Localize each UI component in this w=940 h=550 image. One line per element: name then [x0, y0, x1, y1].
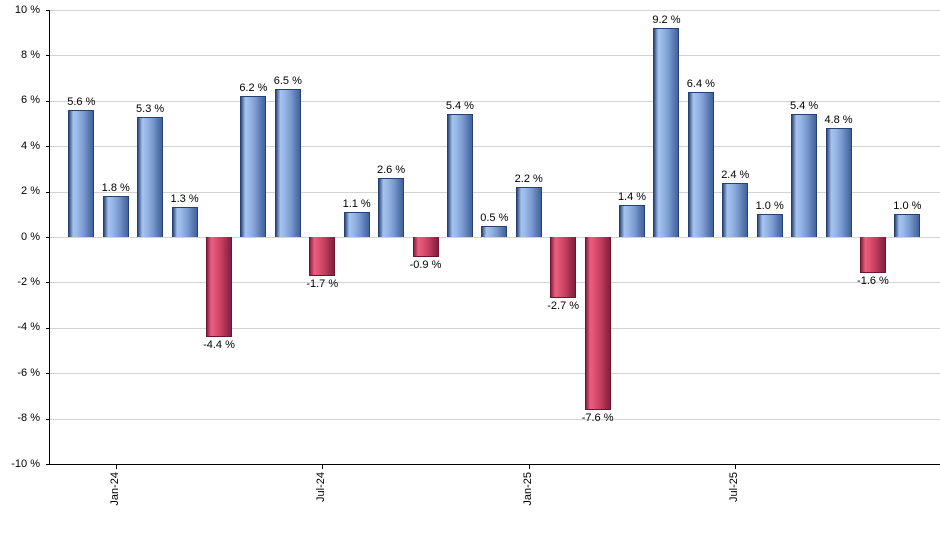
bar-value-label: 5.4 % — [445, 100, 474, 113]
bar-value-label: -4.4 % — [203, 338, 235, 351]
bar — [481, 225, 508, 237]
y-axis-label: 4 % — [21, 139, 40, 152]
y-axis-label: -10 % — [11, 457, 40, 470]
y-axis-tickmark — [46, 327, 49, 329]
y-axis-tickmark — [46, 10, 49, 11]
bar — [137, 116, 164, 237]
bar — [446, 114, 473, 237]
gridline — [49, 327, 940, 329]
bar-value-label: -1.6 % — [857, 275, 889, 288]
y-axis-tickmark — [46, 282, 49, 284]
y-axis-tickmark — [46, 237, 49, 238]
y-axis-label: -4 % — [17, 321, 40, 334]
gridline — [49, 146, 940, 148]
x-axis-tickmark — [528, 464, 530, 469]
y-axis-tickmark — [46, 191, 49, 193]
gridline — [49, 100, 940, 102]
bar — [343, 212, 370, 237]
bar — [756, 214, 783, 237]
bar-value-label: 2.4 % — [721, 168, 750, 181]
bar-value-label: 2.6 % — [377, 163, 406, 176]
y-axis-label: 10 % — [14, 3, 40, 16]
bar — [309, 237, 336, 276]
bar — [619, 205, 646, 237]
bar — [894, 214, 921, 237]
y-axis-label: 6 % — [21, 94, 40, 107]
bar — [859, 237, 886, 274]
bar-value-label: 6.4 % — [686, 77, 715, 90]
bar — [825, 128, 852, 237]
bar-value-label: 2.2 % — [514, 173, 543, 186]
x-axis-tickmark — [735, 464, 737, 469]
bar-value-label: 4.8 % — [824, 114, 853, 127]
bar — [68, 109, 95, 237]
gridline — [49, 55, 940, 57]
bar-value-label: 0.5 % — [480, 211, 509, 224]
y-axis-tickmark — [46, 373, 49, 375]
bar — [205, 237, 232, 337]
bar-value-label: 1.1 % — [342, 198, 371, 211]
y-axis-label: -6 % — [17, 366, 40, 379]
bar-value-label: 6.2 % — [239, 82, 268, 95]
y-axis-label: -8 % — [17, 412, 40, 425]
bar-value-label: 1.0 % — [893, 200, 922, 213]
bar — [515, 187, 542, 237]
bar-value-label: 6.5 % — [273, 75, 302, 88]
bar — [584, 237, 611, 410]
bar — [240, 96, 267, 237]
gridline — [49, 10, 940, 11]
y-axis-tickmark — [46, 464, 49, 465]
bar — [102, 196, 129, 237]
bar — [791, 114, 818, 237]
bar-value-label: 9.2 % — [652, 14, 681, 27]
bar-value-label: 1.4 % — [617, 191, 647, 204]
bar — [378, 177, 405, 237]
bar-value-label: 5.4 % — [790, 100, 819, 113]
bar — [171, 207, 198, 237]
bar — [412, 237, 439, 258]
y-axis-tickmark — [46, 55, 49, 57]
gridline — [49, 191, 940, 193]
y-axis-label: 2 % — [21, 185, 40, 198]
x-axis-label: Jul-25 — [728, 472, 741, 502]
bar-value-label: 1.3 % — [170, 193, 199, 206]
x-axis-label: Jan-25 — [521, 472, 534, 506]
gridline — [49, 373, 940, 375]
x-axis-label: Jan-24 — [108, 472, 121, 506]
bar-value-label: 5.3 % — [136, 102, 165, 115]
bar — [687, 91, 714, 237]
y-axis-label: 8 % — [21, 48, 40, 61]
y-axis-label: 0 % — [21, 230, 40, 243]
y-axis-line — [49, 10, 50, 464]
bar-value-label: -7.6 % — [581, 411, 614, 424]
gridline — [49, 418, 940, 420]
y-axis-label: -2 % — [17, 275, 40, 288]
bar-value-label: 5.6 % — [67, 95, 96, 108]
bar-value-label: -1.7 % — [306, 277, 339, 290]
bar-value-label: 1.8 % — [101, 182, 130, 195]
gridline — [49, 282, 940, 284]
bar-value-label: 1.0 % — [755, 200, 784, 213]
y-axis-tickmark — [46, 100, 49, 102]
x-axis-label: Jul-24 — [315, 472, 328, 502]
x-axis-tickmark — [322, 464, 324, 469]
bar-value-label: -2.7 % — [547, 300, 580, 313]
x-axis-tickmark — [115, 464, 117, 469]
y-axis-tickmark — [46, 146, 49, 148]
bar — [550, 237, 577, 299]
bar — [274, 89, 301, 237]
gridline — [49, 237, 940, 238]
bar-value-label: -0.9 % — [409, 259, 442, 272]
bar — [653, 28, 680, 237]
y-axis-tickmark — [46, 418, 49, 420]
x-axis-line — [49, 464, 940, 465]
bar — [722, 182, 749, 237]
